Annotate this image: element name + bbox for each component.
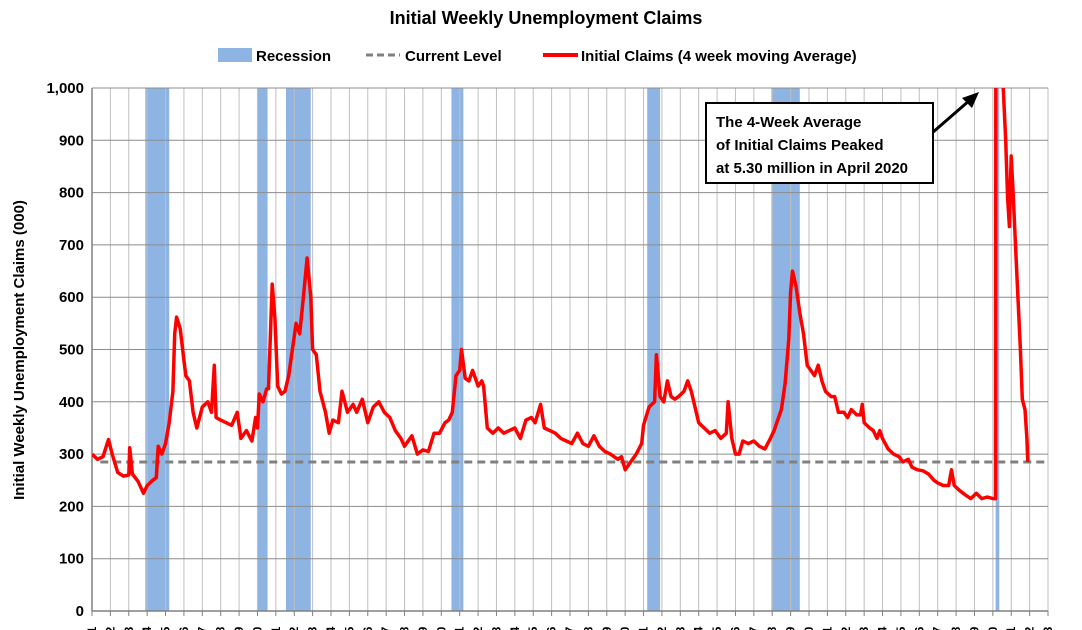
x-tick-label: 2 <box>655 626 669 630</box>
x-tick-label: 9 <box>967 626 981 630</box>
x-tick-label: 3 <box>489 626 503 630</box>
x-tick-label: 0 <box>250 626 264 630</box>
x-tick-label: 0 <box>986 626 1000 630</box>
x-tick-label: 1 <box>1004 626 1018 630</box>
x-tick-label: 3 <box>1041 626 1055 630</box>
x-tick-label: 7 <box>195 626 209 630</box>
x-tick-label: 6 <box>728 626 742 630</box>
series-line-claims <box>92 88 1030 501</box>
x-tick-label: 3 <box>673 626 687 630</box>
x-tick-label: 8 <box>214 626 228 630</box>
chart-title: Initial Weekly Unemployment Claims <box>390 8 703 28</box>
x-tick-label: 2 <box>839 626 853 630</box>
legend-swatch-recession <box>218 48 252 62</box>
x-tick-label: 2 <box>1023 626 1037 630</box>
y-tick-label: 600 <box>59 289 84 306</box>
y-tick-label: 200 <box>59 498 84 515</box>
x-tick-label: 3 <box>857 626 871 630</box>
y-tick-label: 100 <box>59 551 84 568</box>
x-tick-label: 1 <box>453 626 467 630</box>
x-tick-label: 0 <box>618 626 632 630</box>
x-tick-label: 5 <box>894 626 908 630</box>
annotation-line-2: of Initial Claims Peaked <box>716 137 884 154</box>
x-tick-label: 2 <box>471 626 485 630</box>
x-tick-label: 1 <box>269 626 283 630</box>
x-tick-label: 5 <box>526 626 540 630</box>
x-tick-label: 8 <box>581 626 595 630</box>
y-axis-label: Initial Weekly Unemployment Claims (000) <box>11 200 28 500</box>
x-tick-label: 2 <box>103 626 117 630</box>
x-tick-label: 1 <box>637 626 651 630</box>
x-tick-label: 7 <box>747 626 761 630</box>
x-tick-label: 9 <box>784 626 798 630</box>
y-tick-label: 800 <box>59 185 84 202</box>
x-tick-label: 8 <box>398 626 412 630</box>
x-tick-label: 7 <box>931 626 945 630</box>
y-tick-label: 0 <box>76 603 84 620</box>
annotation-box <box>705 102 934 184</box>
y-tick-label: 500 <box>59 342 84 359</box>
x-tick-label: 8 <box>949 626 963 630</box>
legend: Recession Current Level Initial Claims (… <box>218 48 857 65</box>
annotation: The 4-Week Average of Initial Claims Pea… <box>705 92 979 184</box>
x-tick-label: 9 <box>416 626 430 630</box>
annotation-line-1: The 4-Week Average <box>716 114 861 131</box>
y-tick-label: 400 <box>59 394 84 411</box>
x-tick-label: 1 <box>820 626 834 630</box>
x-tick-label: 9 <box>600 626 614 630</box>
arrow-head-icon <box>962 92 979 108</box>
x-tick-label: 2 <box>287 626 301 630</box>
annotation-line-3: at 5.30 million in April 2020 <box>716 160 908 177</box>
legend-label-claims: Initial Claims (4 week moving Average) <box>581 48 857 65</box>
x-tick-label: 6 <box>361 626 375 630</box>
x-tick-label: 9 <box>232 626 246 630</box>
x-tick-label: 4 <box>508 626 522 630</box>
x-tick-label: 0 <box>434 626 448 630</box>
y-tick-label: 900 <box>59 132 84 149</box>
x-tick-label: 4 <box>692 626 706 630</box>
x-tick-label: 5 <box>159 626 173 630</box>
x-tick-label: 4 <box>324 626 338 630</box>
y-tick-label: 1,000 <box>46 80 84 97</box>
x-tick-label: 5 <box>342 626 356 630</box>
x-tick-label: 6 <box>912 626 926 630</box>
annotation-arrow <box>931 98 971 135</box>
x-tick-label: 4 <box>876 626 890 630</box>
x-tick-label: 6 <box>177 626 191 630</box>
y-tick-label: 300 <box>59 446 84 463</box>
x-tick-label: 4 <box>140 626 154 630</box>
x-tick-label: 3 <box>122 626 136 630</box>
legend-label-recession: Recession <box>256 48 331 65</box>
y-tick-label: 700 <box>59 237 84 254</box>
x-tick-label: 7 <box>563 626 577 630</box>
x-tick-label: 3 <box>306 626 320 630</box>
x-tick-label: 1 <box>85 626 99 630</box>
x-tick-label: 5 <box>710 626 724 630</box>
legend-label-current: Current Level <box>405 48 502 65</box>
x-tick-label: 8 <box>765 626 779 630</box>
x-tick-label: 0 <box>802 626 816 630</box>
x-tick-label: 7 <box>379 626 393 630</box>
x-tick-label: 6 <box>545 626 559 630</box>
